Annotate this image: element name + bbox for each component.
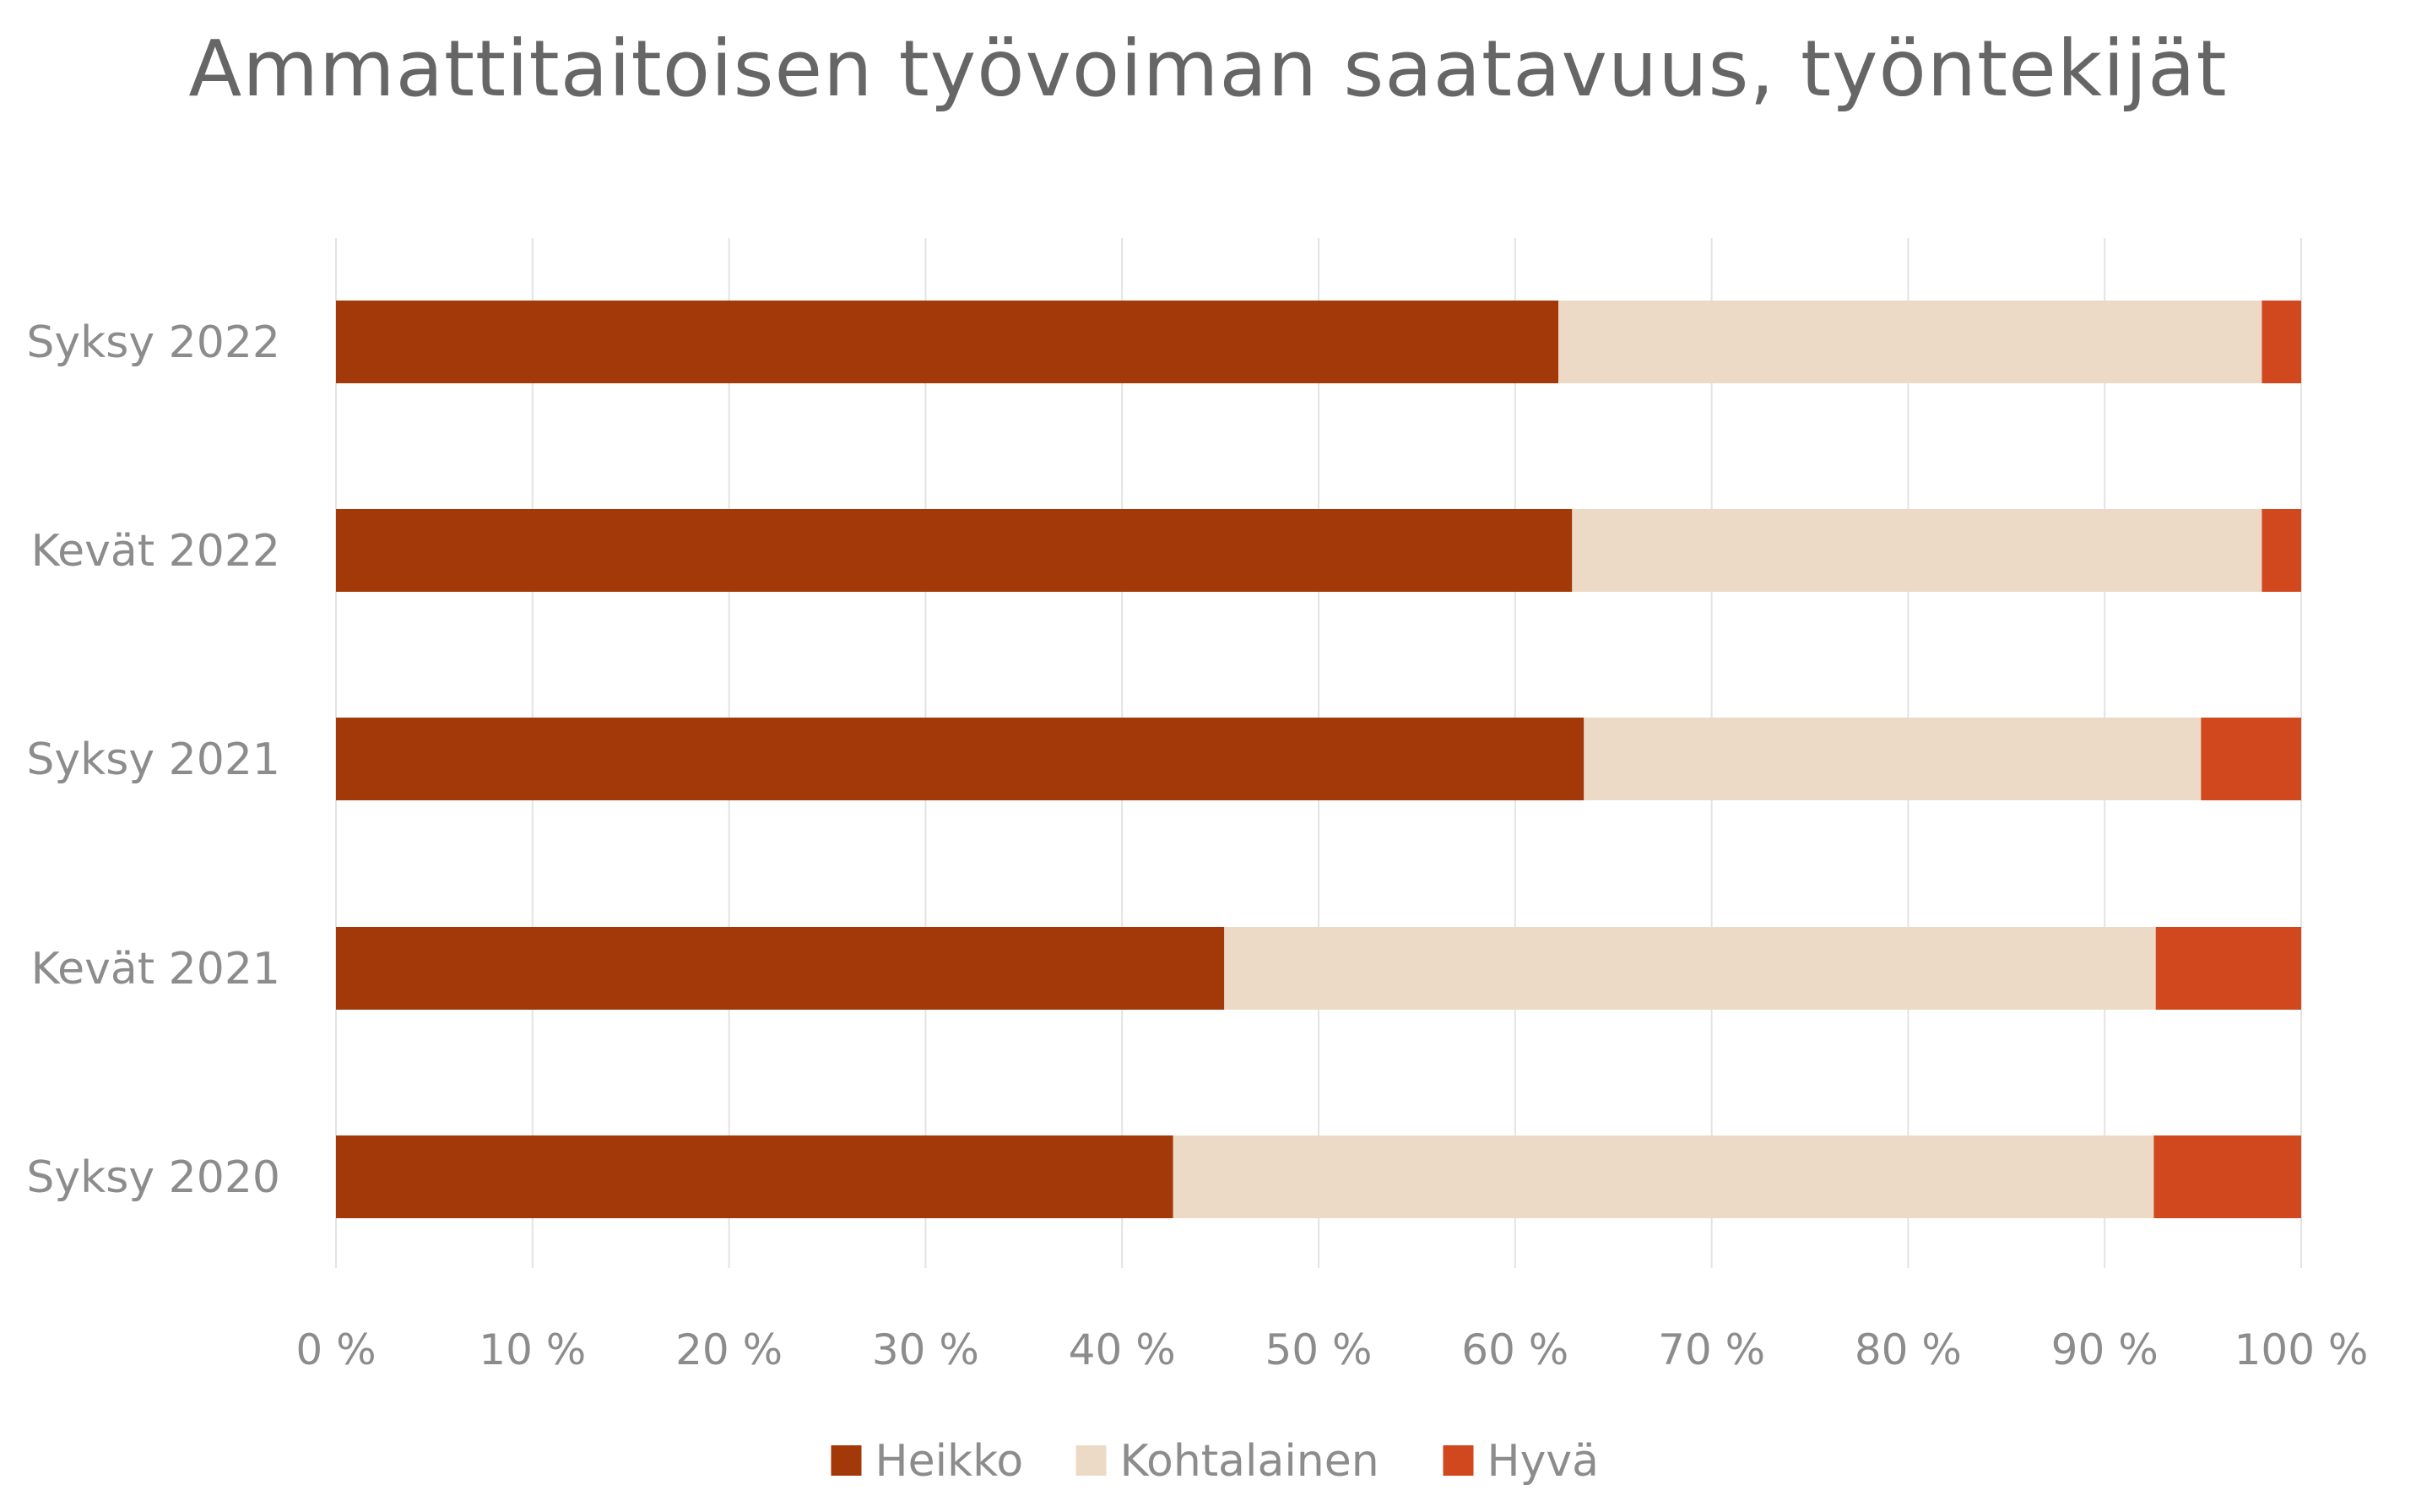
bar-kohtalainen-syksy-2021	[1584, 718, 2202, 800]
bar-hyvä-kevät-2022	[2262, 509, 2301, 592]
legend: Heikko Kohtalainen Hyvä	[831, 1436, 1600, 1487]
x-tick-label: 70 %	[1658, 1325, 1765, 1374]
category-label: Kevät 2022	[31, 526, 280, 577]
chart-title: Ammattitaitoisen työvoiman saatavuus, ty…	[188, 24, 2228, 114]
bars	[336, 301, 2301, 1218]
x-tick-label: 30 %	[872, 1325, 979, 1374]
x-tick-label: 50 %	[1265, 1325, 1372, 1374]
x-tick-label: 0 %	[295, 1325, 376, 1374]
bar-heikko-syksy-2020	[336, 1135, 1173, 1218]
legend-label-heikko: Heikko	[875, 1436, 1024, 1487]
bar-heikko-syksy-2022	[336, 301, 1559, 383]
bar-hyvä-syksy-2020	[2153, 1135, 2301, 1218]
legend-swatch-heikko	[831, 1445, 862, 1476]
x-tick-label: 90 %	[2051, 1325, 2159, 1374]
category-label: Syksy 2022	[26, 317, 280, 368]
category-label: Syksy 2020	[26, 1152, 280, 1203]
legend-swatch-kohtalainen	[1075, 1445, 1107, 1476]
bar-hyvä-syksy-2022	[2262, 301, 2301, 383]
category-label: Syksy 2021	[26, 734, 280, 785]
bar-kohtalainen-syksy-2020	[1173, 1135, 2154, 1218]
bar-heikko-syksy-2021	[336, 718, 1584, 800]
x-tick-label: 60 %	[1461, 1325, 1568, 1374]
bar-heikko-kevät-2022	[336, 509, 1573, 592]
bar-kohtalainen-kevät-2022	[1572, 509, 2262, 592]
legend-label-hyvä: Hyvä	[1487, 1436, 1600, 1487]
bar-kohtalainen-syksy-2022	[1558, 301, 2262, 383]
bar-hyvä-syksy-2021	[2201, 718, 2301, 800]
x-tick-label: 80 %	[1855, 1325, 1962, 1374]
x-tick-label: 40 %	[1069, 1325, 1176, 1374]
bar-heikko-kevät-2021	[336, 927, 1225, 1010]
legend-label-kohtalainen: Kohtalainen	[1120, 1436, 1379, 1487]
bar-kohtalainen-kevät-2021	[1224, 927, 2156, 1010]
category-label: Kevät 2021	[31, 944, 280, 994]
bar-hyvä-kevät-2021	[2155, 927, 2301, 1010]
legend-swatch-hyvä	[1443, 1445, 1474, 1476]
x-tick-label: 20 %	[675, 1325, 783, 1374]
x-axis-labels: 0 % 10 % 20 % 30 % 40 % 50 % 60 % 70 % 80 % 90 % 1…	[295, 1325, 2368, 1374]
x-tick-label: 100 %	[2235, 1325, 2369, 1374]
y-axis-labels: Syksy 2022 Kevät 2022 Syksy 2021 Kevät 2021…	[26, 317, 280, 1203]
x-tick-label: 10 %	[479, 1325, 586, 1374]
